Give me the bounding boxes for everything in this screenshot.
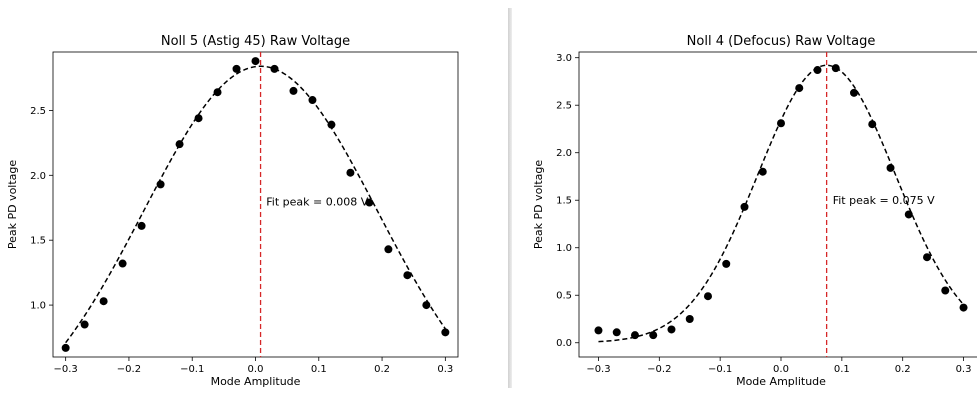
panel-divider [508,8,512,388]
data-point [722,259,731,268]
data-point [831,64,840,73]
y-tick-label: 1.5 [30,236,46,247]
data-point [813,66,822,75]
y-tick-label: 2.0 [30,171,46,182]
x-axis-label: Mode Amplitude [211,375,301,388]
data-point [175,140,184,149]
x-tick-label: 0.2 [374,364,390,375]
x-tick-label: 0.0 [773,364,789,375]
y-tick-label: 1.0 [30,301,46,312]
data-point [886,163,895,172]
data-point [232,64,241,73]
x-tick-label: 0.3 [956,364,972,375]
x-axis-label: Mode Amplitude [736,375,826,388]
data-point [740,202,749,211]
data-point [270,64,279,73]
data-point [703,292,712,301]
x-tick-label: 0.3 [437,364,453,375]
y-tick-label: 2.0 [556,148,572,159]
data-point [365,198,374,207]
data-point [795,84,804,93]
x-tick-label: −0.1 [180,364,204,375]
y-tick-label: 1.5 [556,196,572,207]
x-tick-label: 0.2 [895,364,911,375]
data-point [251,57,260,66]
data-point [594,326,603,335]
data-point [327,120,336,129]
data-point [289,86,298,95]
data-point [777,119,785,128]
fit-peak-annotation: Fit peak = 0.075 V [833,194,935,207]
fit-curve [65,65,446,344]
data-point [441,328,450,337]
y-tick-label: 0.5 [556,291,572,302]
y-tick-label: 3.0 [556,53,572,64]
data-point [685,314,694,323]
x-tick-label: −0.3 [54,364,78,375]
data-point [384,245,393,254]
data-point [612,328,621,337]
data-point [61,343,70,352]
data-point [99,297,108,306]
data-point [80,320,89,329]
data-point [194,114,203,123]
y-tick-label: 2.5 [30,106,46,117]
x-tick-label: −0.3 [586,364,610,375]
data-point [959,303,968,312]
data-point [904,210,913,219]
chart-defocus: −0.3 −0.2 −0.1 0.0 0.1 0.2 0.3 0.0 0.5 1.0 1.5 2.0 2… [532,34,977,388]
data-point [156,180,165,189]
data-point [422,301,431,310]
data-point [868,120,877,129]
data-point [346,168,355,177]
x-tick-label: 0.1 [311,364,327,375]
chart-title: Noll 5 (Astig 45) Raw Voltage [161,34,350,49]
data-point [308,96,317,105]
chart-astig45: −0.3 −0.2 −0.1 0.0 0.1 0.2 0.3 1.0 1.5 2.0 2.5 Noll… [6,34,459,388]
y-tick-label: 2.5 [556,101,572,112]
data-point [649,331,658,340]
fit-peak-annotation: Fit peak = 0.008 V [266,195,368,208]
data-point [213,88,222,97]
data-point [941,286,950,295]
y-axis-label: Peak PD voltage [532,160,545,250]
chart-title: Noll 4 (Defocus) Raw Voltage [687,34,876,49]
x-tick-label: −0.2 [117,364,141,375]
data-point [850,88,859,97]
data-point [758,167,767,176]
data-point [403,271,412,280]
x-tick-label: 0.1 [834,364,850,375]
x-tick-label: −0.1 [708,364,732,375]
plot-frame [52,51,459,358]
y-axis-label: Peak PD voltage [6,160,19,250]
x-tick-label: 0.0 [248,364,264,375]
y-tick-label: 0.0 [556,338,572,349]
data-point [137,221,146,230]
data-point [667,325,676,334]
x-tick-label: −0.2 [647,364,671,375]
data-point [923,253,932,262]
data-point [630,331,639,340]
y-tick-label: 1.0 [556,243,572,254]
data-point [118,259,127,268]
